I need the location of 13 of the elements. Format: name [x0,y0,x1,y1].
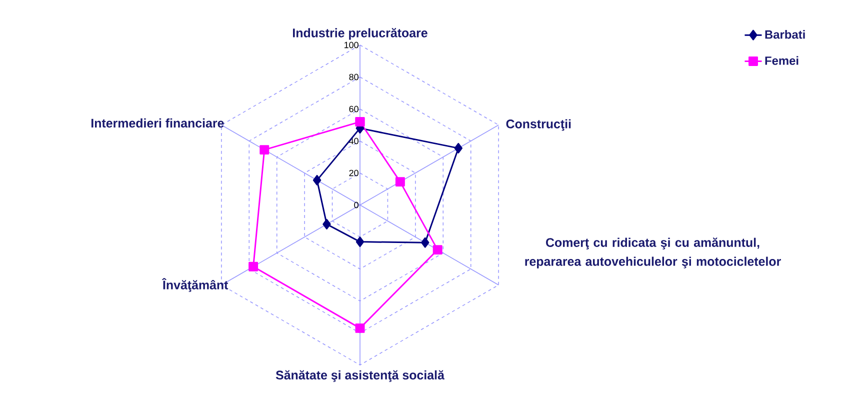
y-tick-label: 60 [349,106,358,112]
legend-label: Barbati [765,30,805,39]
spoke-label: Construcţii [506,119,571,131]
y-tick-label: 80 [349,74,358,80]
spoke-label: Intermedieri financiare [91,118,224,128]
y-tick-label: 20 [349,170,358,176]
spoke-label: Învăţământ [162,278,228,292]
spoke-label: Industrie prelucrătoare [293,28,428,40]
legend-label: Femei [765,56,798,65]
spoke-label: Sănătate şi asistenţă socială [276,370,444,382]
y-tick-label: 100 [344,42,358,48]
spoke-label: Comerţ cu ridicata şi cu amănuntul, repararea autovehiculelor şi motocicletelor [525,238,781,268]
y-tick-label: 0 [354,202,358,208]
